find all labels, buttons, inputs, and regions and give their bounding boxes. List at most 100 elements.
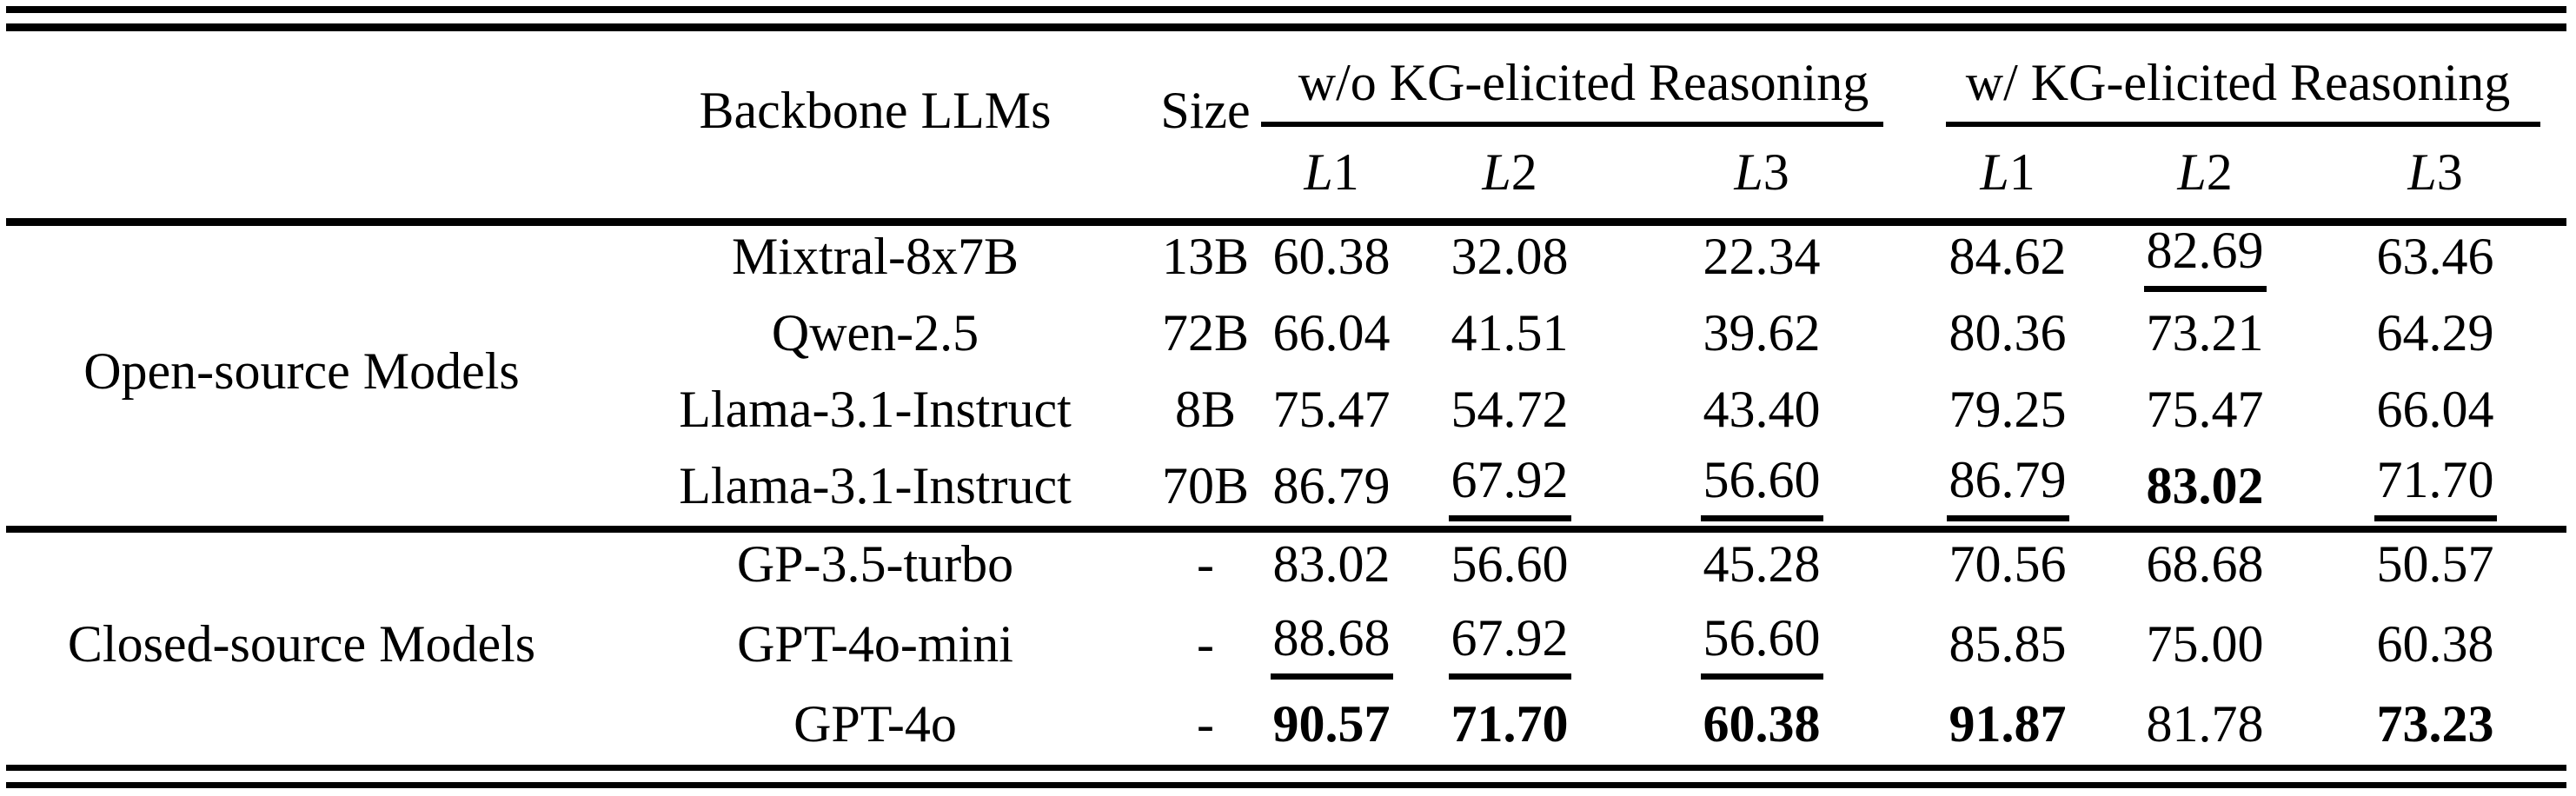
score-value: 56.60 bbox=[1451, 534, 1569, 593]
col-group-header-without-kg: w/o KG-elicited Reasoning bbox=[1258, 31, 1909, 127]
size-cell: 8B bbox=[1174, 380, 1237, 438]
score-cell: 68.68 bbox=[2106, 524, 2304, 604]
score-value: 22.34 bbox=[1703, 227, 1821, 285]
col-group-label: w/ KG-elicited Reasoning bbox=[1965, 53, 2511, 111]
score-cell: 85.85 bbox=[1909, 604, 2106, 684]
score-value: 70.56 bbox=[1949, 534, 2067, 593]
table-row: Llama-3.1-Instruct 70B 86.79 67.92 56.60… bbox=[6, 448, 2566, 524]
level-header-wo-l3: L3 bbox=[1614, 127, 1909, 218]
rule-top-outer bbox=[6, 6, 2566, 13]
score-value: 84.62 bbox=[1949, 227, 2067, 285]
score-cell: 60.38 bbox=[1614, 684, 1909, 764]
model-name-cell: GPT-4o bbox=[793, 694, 957, 753]
score-value: 91.87 bbox=[1949, 694, 2067, 753]
score-value: 67.92 bbox=[1448, 608, 1571, 680]
score-cell: 86.79 bbox=[1909, 448, 2106, 524]
closed-source-group: Closed-source Models GP-3.5-turbo - 83.0… bbox=[6, 524, 2566, 764]
score-cell: 39.62 bbox=[1614, 295, 1909, 371]
score-cell: 84.62 bbox=[1909, 218, 2106, 295]
table-row: GPT-4o - 90.57 71.70 60.38 91.87 81.78 7… bbox=[6, 684, 2566, 764]
score-value: 79.25 bbox=[1949, 380, 2067, 438]
table-row: Qwen-2.5 72B 66.04 41.51 39.62 80.36 73.… bbox=[6, 295, 2566, 371]
corner-cell bbox=[6, 31, 597, 218]
score-cell: 73.23 bbox=[2304, 684, 2566, 764]
score-cell: 71.70 bbox=[2304, 448, 2566, 524]
score-value: 86.79 bbox=[1272, 456, 1391, 514]
score-cell: 81.78 bbox=[2106, 684, 2304, 764]
score-value: 75.00 bbox=[2146, 614, 2264, 673]
col-group-header-with-kg: w/ KG-elicited Reasoning bbox=[1909, 31, 2566, 127]
score-value: 64.29 bbox=[2376, 303, 2494, 362]
size-cell: 13B bbox=[1161, 227, 1250, 285]
score-cell: 73.21 bbox=[2106, 295, 2304, 371]
model-name-cell: Qwen-2.5 bbox=[771, 303, 979, 362]
rule-bottom-inner bbox=[6, 765, 2566, 771]
score-value: 83.02 bbox=[1272, 534, 1391, 593]
score-cell: 67.92 bbox=[1405, 448, 1614, 524]
score-value: 67.92 bbox=[1448, 450, 1571, 521]
score-value: 75.47 bbox=[1272, 380, 1391, 438]
score-cell: 56.60 bbox=[1614, 604, 1909, 684]
table-row: GPT-4o-mini - 88.68 67.92 56.60 85.85 75… bbox=[6, 604, 2566, 684]
row-group-label: Closed-source Models bbox=[67, 614, 536, 673]
header-row-levels: L1 L2 L3 L1 L2 L3 bbox=[6, 127, 2566, 218]
size-cell: - bbox=[1197, 614, 1214, 673]
row-group-label: Open-source Models bbox=[83, 342, 520, 400]
score-cell: 70.56 bbox=[1909, 524, 2106, 604]
score-value: 32.08 bbox=[1451, 227, 1569, 285]
score-cell: 43.40 bbox=[1614, 371, 1909, 448]
score-cell: 79.25 bbox=[1909, 371, 2106, 448]
level-header-w-l1: L1 bbox=[1909, 127, 2106, 218]
score-value: 45.28 bbox=[1703, 534, 1821, 593]
level-letter: L bbox=[2177, 143, 2207, 201]
rule-between-groups bbox=[6, 526, 2566, 533]
score-cell: 80.36 bbox=[1909, 295, 2106, 371]
col-group-underline bbox=[1261, 122, 1884, 127]
score-cell: 54.72 bbox=[1405, 371, 1614, 448]
score-value: 73.23 bbox=[2376, 694, 2494, 753]
score-cell: 83.02 bbox=[2106, 448, 2304, 524]
backbone-llms-label: Backbone LLMs bbox=[699, 82, 1052, 139]
score-cell: 88.68 bbox=[1258, 604, 1405, 684]
score-value: 73.21 bbox=[2146, 303, 2264, 362]
score-value: 71.70 bbox=[1451, 694, 1569, 753]
table-header: Backbone LLMs Size w/o KG-elicited Reaso… bbox=[6, 31, 2566, 218]
table-row: Open-source Models Mixtral-8x7B 13B 60.3… bbox=[6, 218, 2566, 400]
score-cell: 60.38 bbox=[2304, 604, 2566, 684]
score-value: 43.40 bbox=[1703, 380, 1821, 438]
score-cell: 64.29 bbox=[2304, 295, 2566, 371]
level-num: 3 bbox=[2436, 143, 2463, 201]
size-header: Size bbox=[1153, 31, 1258, 218]
score-cell: 75.00 bbox=[2106, 604, 2304, 684]
level-header-wo-l2: L2 bbox=[1405, 127, 1614, 218]
level-num: 1 bbox=[1332, 143, 1359, 201]
score-value: 63.46 bbox=[2376, 227, 2494, 285]
score-cell: 71.70 bbox=[1405, 684, 1614, 764]
score-value: 68.68 bbox=[2146, 534, 2264, 593]
score-value: 83.02 bbox=[2146, 456, 2264, 514]
score-value: 86.79 bbox=[1946, 450, 2069, 521]
level-header-w-l3: L3 bbox=[2304, 127, 2566, 218]
col-group-underline bbox=[1946, 122, 2541, 127]
level-num: 2 bbox=[1510, 143, 1537, 201]
level-letter: L bbox=[1304, 143, 1333, 201]
score-value: 80.36 bbox=[1949, 303, 2067, 362]
score-value: 81.78 bbox=[2146, 694, 2264, 753]
score-cell: 32.08 bbox=[1405, 218, 1614, 295]
size-cell: - bbox=[1197, 694, 1214, 753]
score-value: 60.38 bbox=[1703, 694, 1821, 753]
score-value: 60.38 bbox=[2376, 614, 2494, 673]
score-value: 66.04 bbox=[1272, 303, 1391, 362]
score-cell: 82.69 bbox=[2106, 218, 2304, 295]
score-value: 90.57 bbox=[1272, 694, 1391, 753]
model-name-cell: GPT-4o-mini bbox=[737, 614, 1013, 673]
score-value: 56.60 bbox=[1700, 608, 1823, 680]
score-value: 56.60 bbox=[1700, 450, 1823, 521]
level-header-w-l2: L2 bbox=[2106, 127, 2304, 218]
score-value: 39.62 bbox=[1703, 303, 1821, 362]
rule-bottom-outer bbox=[6, 782, 2566, 788]
score-value: 66.04 bbox=[2376, 380, 2494, 438]
score-cell: 66.04 bbox=[2304, 371, 2566, 448]
score-cell: 60.38 bbox=[1258, 218, 1405, 295]
